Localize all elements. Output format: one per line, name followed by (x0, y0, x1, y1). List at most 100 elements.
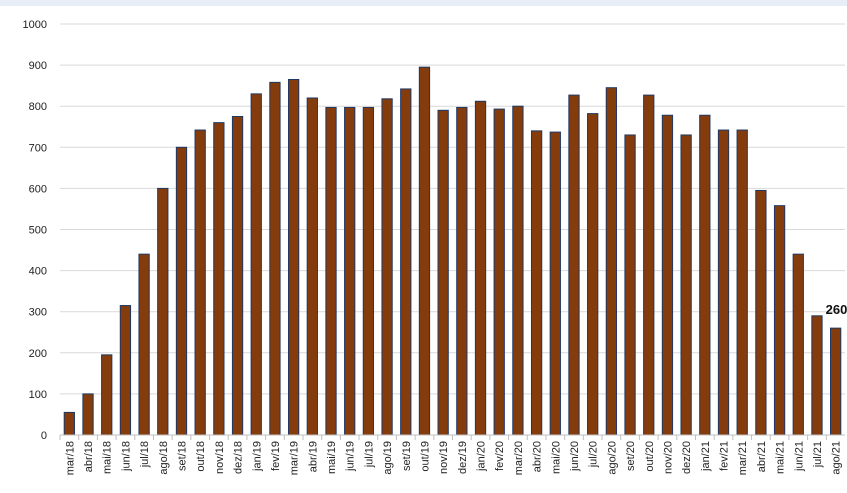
x-tick-label: set/20 (625, 441, 637, 471)
x-tick-label: jun/19 (345, 441, 357, 472)
x-tick-label: nov/18 (214, 441, 226, 474)
bar (736, 129, 748, 436)
y-tick-label: 100 (29, 389, 47, 401)
x-tick-label: ago/21 (831, 441, 843, 475)
x-tick-label: ago/19 (382, 441, 394, 475)
bar (63, 411, 75, 436)
bar (231, 115, 244, 436)
bar (325, 106, 337, 436)
bar (101, 354, 113, 436)
x-tick-label: jun/18 (120, 441, 132, 472)
bar (400, 88, 412, 436)
x-tick-label: jul/21 (812, 441, 824, 468)
bar (157, 187, 169, 436)
bar (493, 108, 505, 436)
x-tick-label: jan/19 (251, 441, 263, 472)
bar (661, 114, 674, 436)
bar (138, 253, 150, 436)
data-labels: 260 (826, 302, 847, 317)
bar (699, 114, 711, 436)
x-tick-label: set/18 (176, 441, 188, 471)
x-tick-label: abr/18 (83, 441, 95, 472)
x-tick-label: jul/19 (363, 441, 375, 468)
bar (474, 100, 487, 436)
y-tick-label: 200 (29, 348, 47, 360)
x-tick-label: mar/19 (289, 441, 301, 475)
y-tick-label: 0 (41, 430, 47, 442)
bar (306, 97, 318, 436)
bar (549, 131, 561, 436)
x-tick-label: mar/20 (513, 441, 525, 475)
x-tick-label: jun/21 (793, 441, 805, 472)
bar (344, 106, 356, 436)
x-tick-label: ago/20 (606, 441, 618, 475)
bar (362, 106, 375, 436)
x-tick-label: mai/21 (775, 441, 787, 474)
bar (119, 305, 132, 436)
bar (437, 109, 449, 436)
bar (175, 146, 188, 436)
bar (568, 94, 580, 436)
bar (530, 130, 543, 436)
x-tick-label: nov/19 (438, 441, 450, 474)
bar (792, 253, 804, 436)
bar (418, 66, 431, 436)
bar (717, 129, 730, 436)
x-tick-label: abr/20 (532, 441, 544, 472)
x-tick-label: nov/20 (662, 441, 674, 474)
header-strip (0, 0, 847, 6)
bar (811, 315, 823, 436)
y-axis-ticks: 0 100 200 300 400 500 600 700 800 900 1000 (23, 19, 47, 442)
x-tick-label: fev/20 (494, 441, 506, 471)
x-tick-label: jul/18 (139, 441, 151, 468)
x-axis-ticks: mar/18 abr/18 mai/18 jun/18 jul/18 ago/18 set/… (59, 435, 843, 475)
bar (624, 134, 636, 436)
bar (773, 205, 786, 436)
x-tick-label: abr/21 (756, 441, 768, 472)
x-tick-label: mai/19 (326, 441, 338, 474)
x-tick-label: set/19 (401, 441, 413, 471)
x-tick-label: jun/20 (569, 441, 581, 472)
x-tick-label: fev/19 (270, 441, 282, 471)
y-tick-label: 900 (29, 60, 47, 72)
bar (250, 93, 262, 436)
gridlines (60, 23, 845, 395)
bar (82, 393, 94, 436)
bar (587, 113, 599, 436)
y-tick-label: 700 (29, 142, 47, 154)
y-tick-label: 800 (29, 101, 47, 113)
bar (643, 94, 655, 436)
x-tick-label: jan/21 (700, 441, 712, 472)
bar (287, 78, 300, 436)
y-tick-label: 500 (29, 225, 47, 237)
bar (456, 106, 468, 436)
x-tick-label: mai/20 (550, 441, 562, 474)
x-tick-label: fev/21 (719, 441, 731, 471)
x-tick-label: ago/18 (158, 441, 170, 475)
x-tick-label: dez/19 (457, 441, 469, 474)
x-tick-label: out/18 (195, 441, 207, 472)
bar (381, 98, 393, 436)
y-tick-label: 400 (29, 266, 47, 278)
x-tick-label: dez/18 (233, 441, 245, 474)
bar (269, 81, 281, 436)
bar (680, 134, 692, 436)
bars (63, 66, 842, 436)
bar (830, 327, 842, 436)
bar (512, 105, 524, 436)
x-tick-label: abr/19 (307, 441, 319, 472)
x-tick-label: jul/20 (588, 441, 600, 468)
x-tick-label: out/20 (644, 441, 656, 472)
x-tick-label: mai/18 (102, 441, 114, 474)
data-label: 260 (826, 302, 847, 317)
x-tick-label: mar/18 (64, 441, 76, 475)
y-tick-label: 1000 (23, 19, 47, 31)
bar (755, 189, 767, 436)
bar (605, 87, 618, 436)
x-tick-label: jan/20 (476, 441, 488, 472)
bar (213, 122, 225, 436)
x-tick-label: mar/21 (737, 441, 749, 475)
y-tick-label: 300 (29, 307, 47, 319)
